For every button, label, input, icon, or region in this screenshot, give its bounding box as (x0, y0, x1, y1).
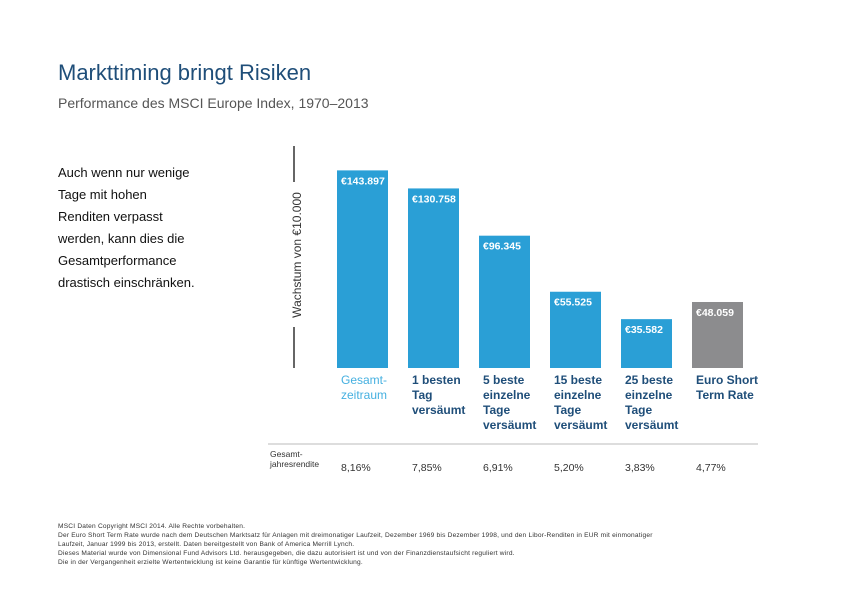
bar-value-label: €143.897 (341, 175, 385, 187)
bar (550, 291, 601, 368)
return-value: 6,91% (483, 462, 513, 474)
bar-value-label: €35.582 (625, 324, 663, 336)
category-label: versäumt (483, 418, 536, 432)
category-label: einzelne (554, 388, 602, 402)
category-label: 5 beste (483, 373, 525, 387)
bar (408, 188, 459, 368)
category-label: Tage (554, 403, 581, 417)
category-label: einzelne (483, 388, 531, 402)
category-label: 1 besten (412, 373, 461, 387)
category-label: Tage (483, 403, 510, 417)
category-label: versäumt (554, 418, 607, 432)
category-label: einzelne (625, 388, 673, 402)
category-label: Term Rate (696, 388, 754, 402)
footer-line: Der Euro Short Term Rate wurde nach dem … (58, 532, 653, 539)
category-label: 15 beste (554, 373, 602, 387)
page-title: Markttiming bringt Risiken (58, 60, 312, 85)
note-line: Auch wenn nur wenige (58, 165, 190, 180)
footer-line: Laufzeit, Januar 1999 bis 2013, erstellt… (58, 541, 355, 548)
return-value: 8,16% (341, 462, 371, 474)
category-label: Euro Short (696, 373, 758, 387)
bar-value-label: €55.525 (554, 297, 592, 309)
footer-line: Die in der Vergangenheit erzielte Werten… (58, 559, 363, 566)
return-value: 7,85% (412, 462, 442, 474)
bar-value-label: €96.345 (483, 241, 521, 253)
category-label: versäumt (625, 418, 678, 432)
note-line: Renditen verpasst (58, 209, 163, 224)
category-label: zeitraum (341, 388, 387, 402)
bar (692, 301, 743, 368)
note-line: Gesamtperformance (58, 253, 177, 268)
bar (337, 170, 388, 368)
category-label: Tage (625, 403, 652, 417)
note-line: drastisch einschränken. (58, 275, 195, 290)
bar-value-label: €48.059 (696, 307, 734, 319)
footer-line: MSCI Daten Copyright MSCI 2014. Alle Rec… (58, 523, 246, 530)
footer-disclaimer: MSCI Daten Copyright MSCI 2014. Alle Rec… (58, 522, 798, 567)
return-value: 4,77% (696, 462, 726, 474)
return-value: 3,83% (625, 462, 655, 474)
note-line: werden, kann dies die (58, 231, 185, 246)
y-axis-label: Wachstum von €10.000 (290, 192, 304, 318)
category-label: 25 beste (625, 373, 673, 387)
bar (621, 319, 672, 368)
bar (479, 235, 530, 368)
bar-value-label: €130.758 (412, 193, 456, 205)
return-value: 5,20% (554, 462, 584, 474)
page-subtitle: Performance des MSCI Europe Index, 1970–… (58, 95, 369, 111)
note-text: Auch wenn nur wenige Tage mit hohen Rend… (58, 162, 258, 294)
returns-header-label: Gesamt- (270, 449, 303, 459)
category-label: versäumt (412, 403, 465, 417)
returns-header-label: jahresrendite (269, 459, 319, 469)
category-label: Gesamt- (341, 373, 387, 387)
category-label: Tag (412, 388, 432, 402)
note-line: Tage mit hohen (58, 187, 147, 202)
footer-line: Dieses Material wurde von Dimensional Fu… (58, 550, 515, 557)
